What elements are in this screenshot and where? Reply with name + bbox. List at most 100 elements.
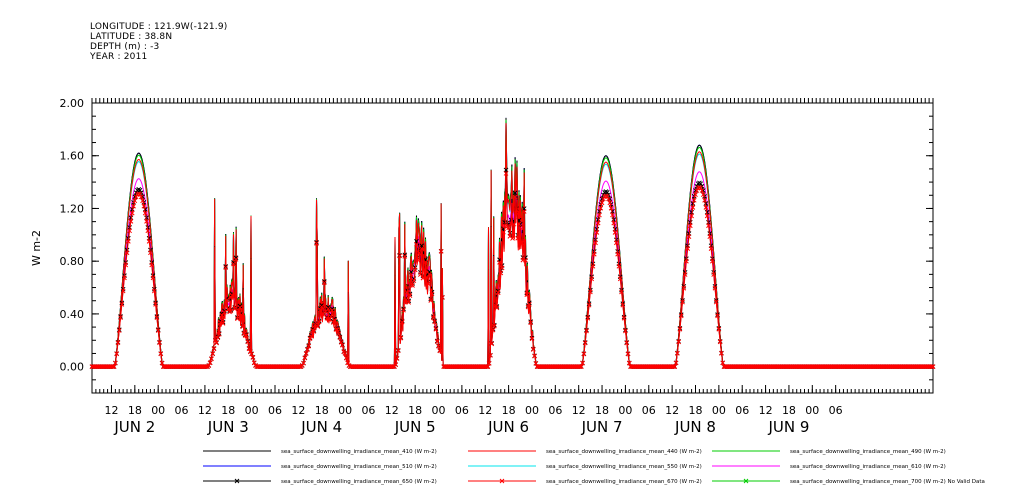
series-marker — [485, 364, 491, 369]
series-marker — [685, 246, 691, 251]
series-marker — [321, 279, 327, 284]
x-hour-label: 18 — [688, 404, 702, 417]
series-marker — [438, 248, 444, 254]
series-marker — [606, 196, 611, 202]
series-marker — [521, 209, 527, 214]
series-marker — [595, 220, 601, 226]
x-date-label: JUN 6 — [487, 418, 529, 436]
series-marker — [305, 347, 310, 352]
series-marker — [693, 192, 698, 198]
series-marker — [414, 241, 419, 247]
series-marker — [578, 364, 584, 369]
series-marker — [215, 335, 221, 341]
x-date-label: JUN 5 — [394, 418, 436, 436]
series-marker — [486, 361, 492, 366]
series-marker — [432, 319, 437, 325]
x-hour-label: 18 — [315, 404, 329, 417]
y-tick-label: 1.60 — [60, 150, 85, 163]
series-marker — [394, 356, 400, 361]
series-marker — [224, 297, 230, 303]
series-marker — [140, 198, 145, 204]
series-marker — [311, 328, 317, 334]
x-date-label: JUN 9 — [767, 418, 809, 436]
series-marker — [581, 351, 587, 357]
series-marker — [306, 343, 312, 349]
series-marker — [231, 261, 236, 267]
series-marker — [345, 360, 351, 366]
series-marker — [318, 307, 323, 313]
series-marker — [118, 315, 123, 321]
longitude-text: LONGITUDE : 121.9W(-121.9) — [90, 22, 228, 32]
series-marker — [220, 321, 226, 326]
series-marker — [711, 272, 717, 277]
series-marker — [159, 360, 165, 366]
series-marker — [122, 275, 127, 281]
series-marker — [506, 225, 511, 230]
series-marker — [228, 308, 234, 314]
series-marker — [427, 271, 432, 277]
series-marker — [429, 291, 435, 297]
series-marker — [503, 167, 509, 173]
series-marker — [514, 210, 519, 215]
x-hour-label: 12 — [478, 404, 492, 417]
series-marker — [673, 360, 679, 366]
series-marker — [337, 335, 343, 340]
series-marker — [411, 278, 417, 284]
series-marker — [597, 212, 602, 218]
x-hour-label: 06 — [735, 404, 749, 417]
series-marker — [119, 302, 125, 307]
x-hour-label: 18 — [782, 404, 796, 417]
series-marker — [210, 351, 216, 357]
legend-marker — [743, 478, 749, 484]
series-marker — [524, 292, 530, 297]
series-marker — [594, 230, 600, 235]
x-hour-label: 06 — [268, 404, 282, 417]
series-marker — [706, 223, 711, 229]
x-hour-label: 06 — [642, 404, 656, 417]
series-marker — [137, 192, 143, 197]
series-marker — [690, 205, 696, 210]
series-marker — [246, 346, 252, 352]
x-hour-label: 06 — [175, 404, 189, 417]
series-marker — [247, 349, 253, 355]
series-marker — [710, 258, 715, 264]
series-marker — [593, 240, 598, 246]
series-marker — [516, 221, 522, 227]
series-marker — [694, 188, 700, 193]
legend-entry: sea_surface_downwelling_irradiance_mean_… — [281, 464, 437, 470]
x-hour-label: 00 — [525, 404, 539, 417]
series-marker — [607, 200, 613, 206]
series-marker — [238, 312, 244, 318]
x-hour-label: 12 — [759, 404, 773, 417]
series-marker — [321, 280, 327, 286]
series-marker — [620, 302, 626, 308]
series-marker — [419, 246, 425, 252]
series-marker — [580, 360, 585, 366]
series-marker — [393, 362, 399, 368]
series-marker — [604, 190, 610, 195]
series-marker — [148, 250, 153, 256]
series-marker — [137, 187, 143, 193]
y-tick-label: 0.40 — [60, 308, 85, 321]
series-marker — [715, 313, 720, 319]
series-marker — [144, 215, 149, 221]
series-marker — [604, 194, 610, 199]
series-marker — [155, 328, 161, 333]
series-marker — [303, 351, 309, 357]
series-marker — [425, 281, 431, 286]
series-marker — [398, 335, 404, 341]
series-marker — [297, 364, 303, 369]
series-marker — [708, 246, 714, 251]
series-marker — [249, 351, 254, 357]
x-hour-label: 18 — [221, 404, 235, 417]
series-marker — [499, 265, 505, 271]
series-marker — [236, 308, 242, 313]
series-marker — [930, 364, 936, 369]
series-marker — [401, 307, 406, 313]
depth-text: DEPTH (m) : -3 — [90, 42, 160, 52]
series-marker — [624, 340, 630, 346]
series-marker — [428, 298, 434, 303]
series-marker — [699, 188, 705, 193]
x-hour-label: 12 — [385, 404, 399, 417]
series-marker — [433, 326, 439, 332]
